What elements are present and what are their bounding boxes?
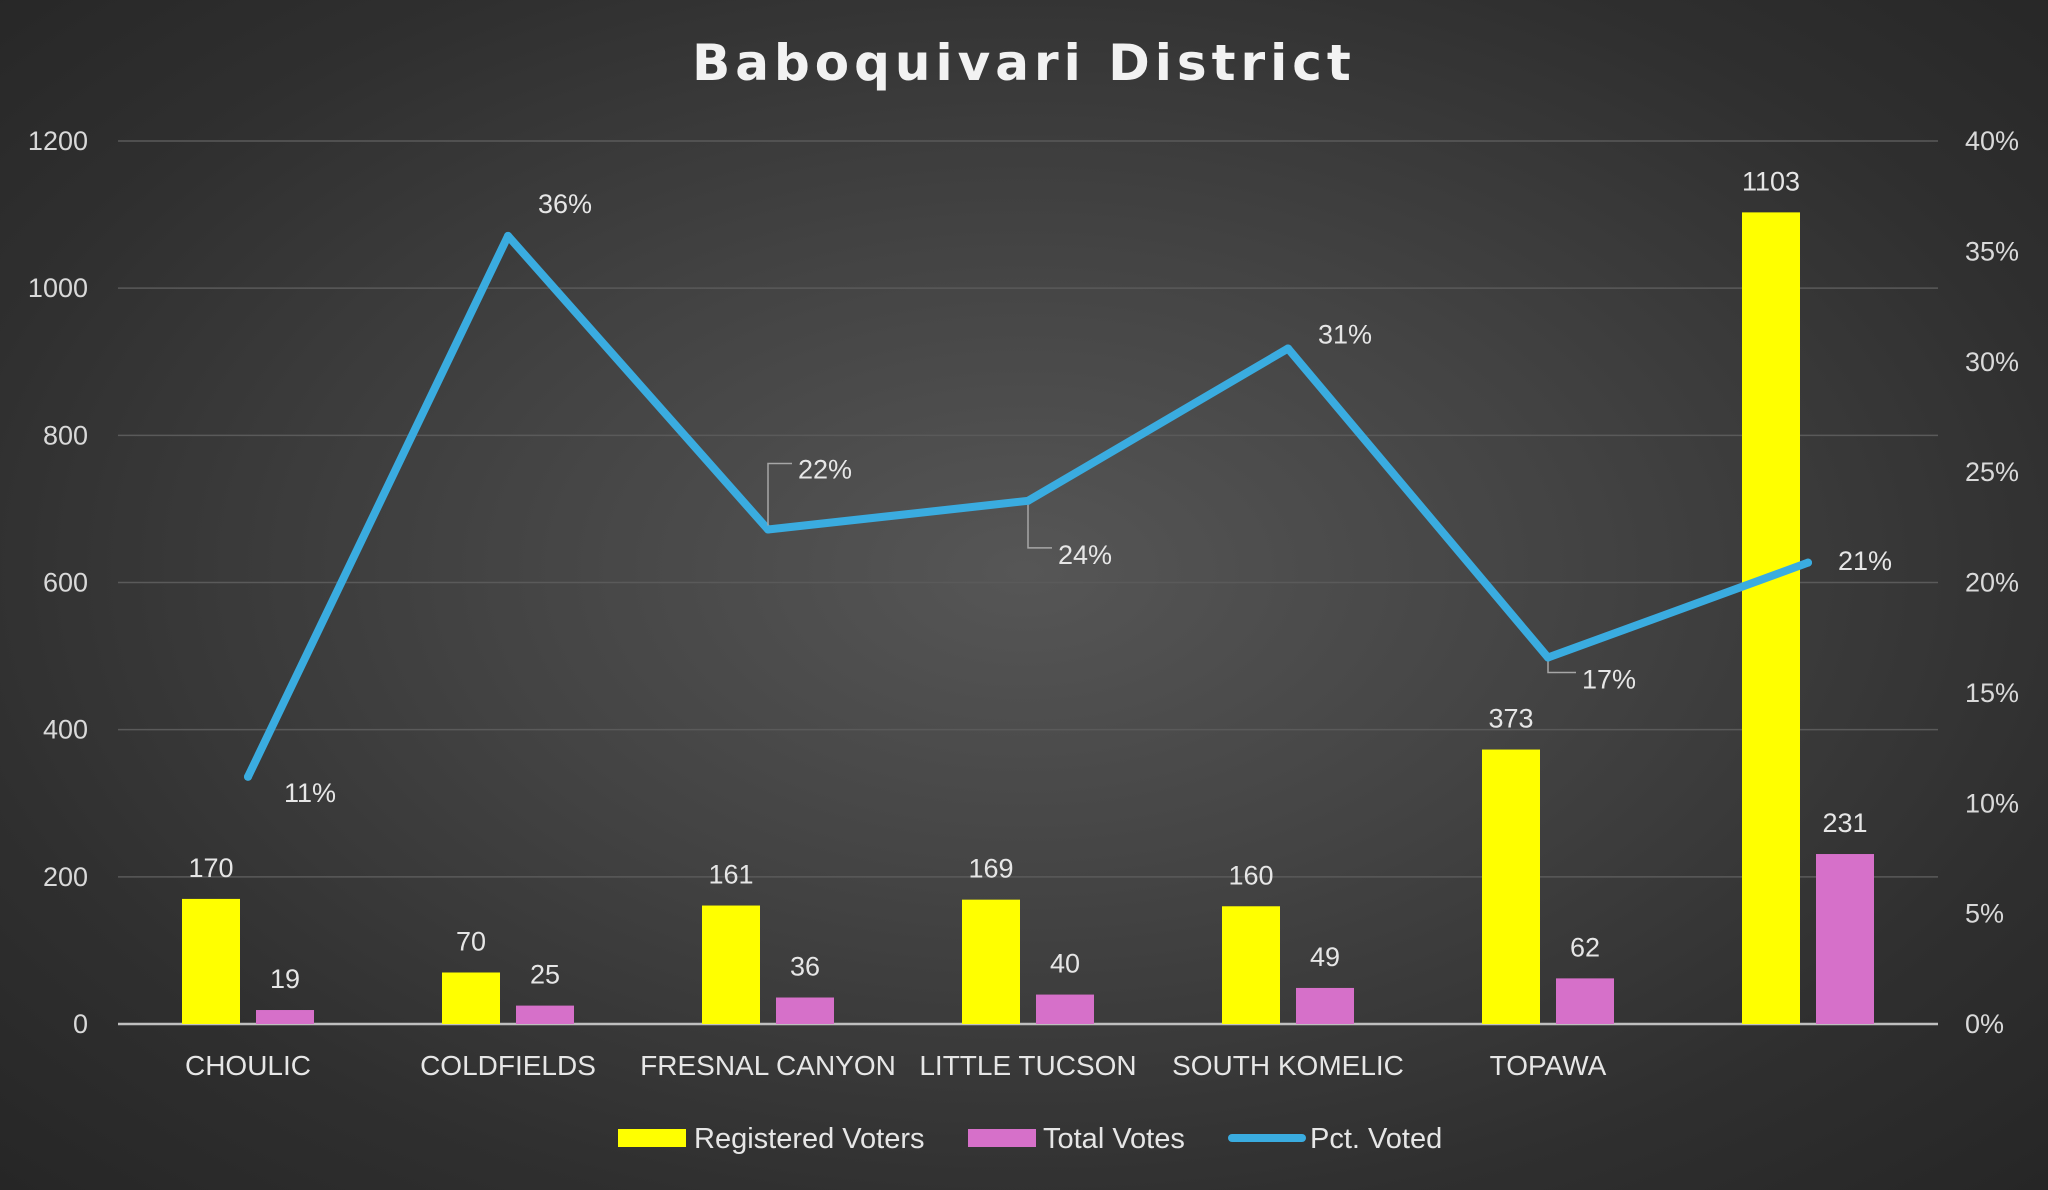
pct-voted-label: 24% [1058, 540, 1112, 570]
registered-voters-label: 70 [456, 926, 486, 956]
pct-voted-label: 21% [1838, 546, 1892, 576]
chart-title: Baboquivari District [692, 34, 1356, 92]
legend-label-total: Total Votes [1043, 1123, 1185, 1155]
registered-voters-label: 1103 [1742, 166, 1800, 196]
gridlines [118, 140, 1938, 1026]
left-tick-label: 0 [73, 1009, 88, 1039]
total-votes-bar [1556, 978, 1614, 1024]
left-tick-label: 800 [43, 420, 88, 450]
registered-voters-bar [1222, 906, 1280, 1024]
total-votes-bar [256, 1010, 314, 1024]
category-label: LITTLE TUCSON [919, 1050, 1136, 1081]
legend-label-registered: Registered Voters [694, 1123, 925, 1155]
total-votes-label: 62 [1570, 932, 1600, 962]
registered-voters-label: 373 [1488, 704, 1533, 734]
right-tick-label: 25% [1965, 457, 2019, 487]
pct-leader-line [1027, 504, 1052, 549]
total-votes-bar [1816, 854, 1874, 1024]
right-axis-ticks: 0% 5% 10% 15% 20% 25% 30% 35% 40% [1965, 126, 2019, 1039]
right-tick-label: 10% [1965, 788, 2019, 818]
left-tick-label: 1200 [28, 126, 88, 156]
left-tick-label: 1000 [28, 273, 88, 303]
left-tick-label: 600 [43, 568, 88, 598]
right-tick-label: 20% [1965, 568, 2019, 598]
pct-voted-point [1544, 653, 1552, 662]
registered-voters-bar [702, 905, 760, 1024]
data-labels: 170 19 70 25 161 36 169 40 160 49 373 62 1103 231 11% 3… [188, 166, 1892, 994]
right-tick-label: 40% [1965, 126, 2019, 156]
pct-voted-label: 11% [284, 778, 336, 808]
pct-voted-label: 17% [1582, 665, 1636, 695]
total-votes-label: 231 [1822, 808, 1867, 838]
left-axis-ticks: 0 200 400 600 800 1000 1200 [28, 126, 88, 1039]
pct-voted-point [244, 772, 252, 781]
pct-line [244, 231, 1812, 781]
total-votes-bar [776, 997, 834, 1024]
legend-label-pct: Pct. Voted [1310, 1123, 1442, 1155]
total-votes-label: 36 [790, 952, 820, 982]
category-label: FRESNAL CANYON [640, 1050, 896, 1081]
total-votes-label: 40 [1050, 949, 1080, 979]
pct-voted-point [1804, 558, 1812, 567]
registered-voters-label: 169 [968, 854, 1013, 884]
legend-swatch-total [968, 1129, 1036, 1147]
category-label: SOUTH KOMELIC [1172, 1050, 1404, 1081]
right-tick-label: 5% [1965, 899, 2004, 929]
registered-voters-bar [442, 972, 500, 1024]
pct-leader-line [767, 462, 792, 526]
registered-voters-label: 170 [188, 853, 233, 883]
right-tick-label: 35% [1965, 236, 2019, 266]
registered-voters-bar [1482, 749, 1540, 1024]
category-label: TOPAWA [1490, 1050, 1607, 1081]
category-label: COLDFIELDS [420, 1050, 596, 1081]
registered-voters-label: 160 [1228, 860, 1273, 890]
category-labels: CHOULIC COLDFIELDS FRESNAL CANYON LITTLE TU… [185, 1050, 1607, 1081]
right-tick-label: 0% [1965, 1009, 2004, 1039]
pct-voted-label: 31% [1318, 320, 1372, 350]
pct-voted-point [764, 525, 772, 534]
legend: Registered Voters Total Votes Pct. Voted [618, 1123, 1442, 1155]
total-votes-label: 49 [1310, 942, 1340, 972]
registered-voters-bar [962, 899, 1020, 1024]
category-label: CHOULIC [185, 1050, 311, 1081]
registered-voters-bar [1742, 212, 1800, 1024]
pct-voted-label: 22% [798, 455, 852, 485]
registered-voters-bar [182, 898, 240, 1024]
pct-leader-line [1547, 661, 1576, 674]
pct-voted-point [1284, 344, 1292, 353]
bars [182, 212, 1874, 1024]
right-tick-label: 15% [1965, 678, 2019, 708]
total-votes-bar [516, 1005, 574, 1024]
left-tick-label: 400 [43, 715, 88, 745]
total-votes-bar [1296, 987, 1354, 1024]
total-votes-label: 19 [270, 964, 300, 994]
total-votes-bar [1036, 994, 1094, 1024]
pct-voted-point [504, 231, 512, 240]
total-votes-label: 25 [530, 960, 560, 990]
right-tick-label: 30% [1965, 347, 2019, 377]
registered-voters-label: 161 [708, 860, 753, 890]
left-tick-label: 200 [43, 862, 88, 892]
legend-swatch-registered [618, 1129, 686, 1147]
pct-voted-label: 36% [538, 189, 592, 219]
pct-voted-point [1024, 496, 1032, 505]
